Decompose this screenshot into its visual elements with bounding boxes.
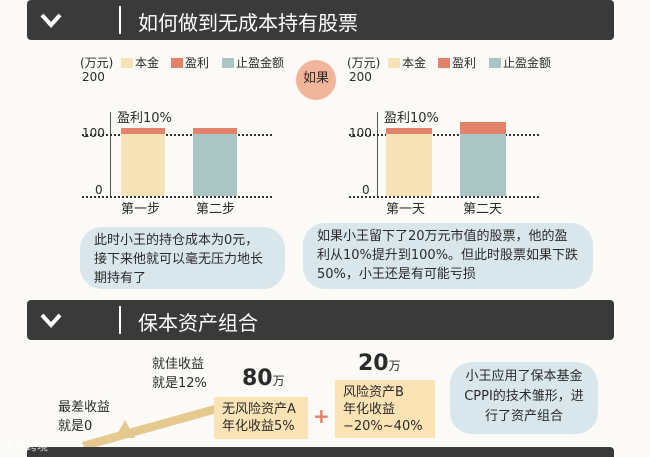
unit-label: (万元) (347, 56, 381, 70)
header-divider (119, 6, 121, 34)
if-label: 如果 (303, 71, 330, 86)
legend-swatch-principal (121, 58, 133, 68)
asset-a-yield: 年化收益5% (222, 419, 295, 434)
gridline-100 (349, 134, 539, 136)
bar-止盈金额-第二天 (460, 134, 506, 196)
asset-b-box: 风险资产B 年化收益 −20%~40% (335, 380, 435, 438)
section-header-portfolio[interactable]: 保本资产组合 (27, 300, 614, 340)
baseline (82, 196, 272, 198)
worst-return-rate: 就是0 (58, 419, 93, 434)
tick-200: 200 (349, 70, 372, 84)
explanation-bubble-left: 此时小王的持仓成本为0元，接下来他就可以毫无压力地长期持有了 (80, 227, 285, 289)
x-label-day1: 第一天 (386, 202, 426, 217)
tick-0: 0 (95, 183, 103, 197)
legend-swatch-profit (171, 58, 183, 68)
best-return-label: 就佳收益 (152, 357, 205, 372)
asset-b-unit: 万 (388, 359, 401, 373)
x-label-day2: 第二天 (463, 202, 503, 217)
asset-b-value: 20 (358, 351, 389, 376)
worst-return-label: 最差收益 (58, 400, 111, 415)
section-title: 如何做到无成本持有股票 (138, 11, 358, 35)
asset-a-unit: 万 (272, 374, 285, 388)
legend-swatch-takeprofit (489, 58, 501, 68)
x-label-step1: 第一步 (121, 202, 161, 217)
profit-annotation: 盈利10% (117, 111, 172, 126)
bar-盈利-第二天 (460, 121, 506, 134)
unit-label: (万元) (80, 56, 114, 70)
tick-0: 0 (362, 183, 370, 197)
chevron-down-icon[interactable] (39, 308, 63, 332)
legend-takeprofit: 止盈金额 (236, 56, 285, 70)
profit-annotation: 盈利10% (384, 111, 439, 126)
chevron-down-icon[interactable] (39, 8, 63, 32)
tick-100: 100 (349, 126, 372, 140)
asset-a-amount: 80万 (242, 366, 285, 391)
gridline-100 (82, 134, 272, 136)
y-axis (377, 112, 378, 196)
legend-takeprofit: 止盈金额 (503, 56, 552, 70)
section-title: 保本资产组合 (138, 311, 258, 335)
asset-b-amount: 20万 (358, 351, 401, 376)
cppi-note-bubble: 小王应用了保本基金CPPI的技术雏形，进行了资产组合 (450, 362, 598, 434)
legend-swatch-profit (438, 58, 450, 68)
tick-200: 200 (82, 70, 105, 84)
legend-profit: 盈利 (185, 56, 210, 70)
bar-盈利-第一步 (121, 127, 165, 134)
asset-a-box: 无风险资产A 年化收益5% (214, 397, 308, 439)
legend-principal: 本金 (135, 56, 160, 70)
legend-swatch-takeprofit (222, 58, 234, 68)
legend-profit: 盈利 (452, 56, 477, 70)
asset-b-yield-label: 年化收益 (343, 402, 396, 417)
next-section-header[interactable] (27, 447, 614, 457)
asset-b-name: 风险资产B (343, 385, 404, 400)
bar-盈利-第二步 (193, 127, 237, 134)
asset-a-name: 无风险资产A (222, 402, 296, 417)
asset-a-value: 80 (242, 366, 273, 391)
header-divider (119, 306, 121, 334)
plus-sign: + (313, 404, 330, 428)
if-circle (296, 60, 336, 100)
asset-b-yield: −20%~40% (343, 419, 423, 434)
bar-止盈金额-第二步 (193, 134, 237, 196)
best-return-rate: 就是12% (152, 376, 207, 391)
y-axis (110, 112, 111, 196)
bar-盈利-第一天 (386, 127, 432, 134)
x-label-step2: 第二步 (196, 202, 236, 217)
bar-本金-第一天 (386, 134, 432, 196)
seesaw-icon (82, 402, 228, 450)
legend-principal: 本金 (402, 56, 427, 70)
section-header-no-cost[interactable]: 如何做到无成本持有股票 (27, 0, 614, 40)
baseline (349, 196, 539, 198)
explanation-bubble-right: 如果小王留下了20万元市值的股票，他的盈利从10%提升到100%。但此时股票如果… (303, 223, 593, 289)
legend-swatch-principal (388, 58, 400, 68)
tick-100: 100 (82, 126, 105, 140)
watermark: 大数跨境 (4, 440, 48, 453)
bar-本金-第一步 (121, 134, 165, 196)
